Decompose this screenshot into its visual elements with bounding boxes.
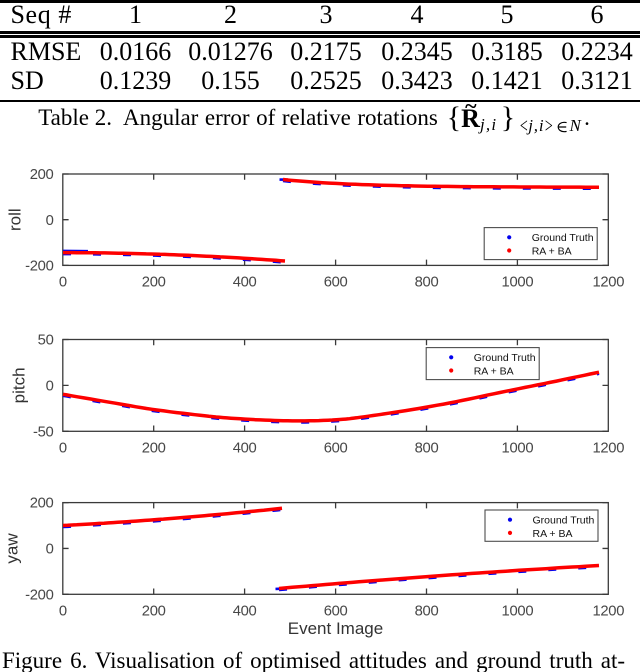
svg-text:1200: 1200 [592, 603, 624, 619]
svg-text:0: 0 [59, 440, 67, 456]
svg-text:1000: 1000 [502, 603, 534, 619]
svg-text:0: 0 [59, 274, 67, 290]
svg-text:200: 200 [30, 496, 54, 512]
svg-text:RA + BA: RA + BA [533, 528, 573, 540]
svg-text:0: 0 [46, 379, 54, 395]
svg-text:800: 800 [415, 274, 439, 290]
svg-text:1200: 1200 [592, 440, 624, 456]
svg-text:400: 400 [233, 274, 257, 290]
svg-text:200: 200 [142, 440, 166, 456]
svg-text:roll: roll [6, 208, 25, 231]
svg-text:Event Image: Event Image [288, 619, 383, 638]
svg-text:RA + BA: RA + BA [474, 365, 514, 377]
svg-text:400: 400 [233, 603, 257, 619]
svg-text:50: 50 [38, 333, 54, 349]
svg-text:Ground Truth: Ground Truth [474, 352, 536, 364]
svg-text:pitch: pitch [10, 367, 29, 403]
svg-text:Ground Truth: Ground Truth [532, 232, 594, 244]
svg-text:0: 0 [46, 542, 54, 558]
svg-text:800: 800 [415, 440, 439, 456]
svg-text:-50: -50 [33, 424, 54, 440]
svg-text:-200: -200 [25, 259, 53, 275]
svg-text:1000: 1000 [502, 440, 534, 456]
svg-text:RA + BA: RA + BA [532, 245, 572, 257]
svg-text:800: 800 [415, 603, 439, 619]
svg-text:600: 600 [324, 603, 348, 619]
svg-text:200: 200 [142, 274, 166, 290]
svg-text:0: 0 [46, 213, 54, 229]
svg-text:yaw: yaw [3, 533, 22, 564]
svg-text:600: 600 [324, 440, 348, 456]
svg-text:200: 200 [30, 167, 54, 183]
svg-text:Ground Truth: Ground Truth [533, 515, 595, 527]
svg-text:400: 400 [233, 440, 257, 456]
svg-text:-200: -200 [25, 587, 53, 603]
svg-text:1000: 1000 [502, 274, 534, 290]
svg-text:200: 200 [142, 603, 166, 619]
svg-text:600: 600 [324, 274, 348, 290]
svg-text:1200: 1200 [592, 274, 624, 290]
svg-text:0: 0 [59, 603, 67, 619]
